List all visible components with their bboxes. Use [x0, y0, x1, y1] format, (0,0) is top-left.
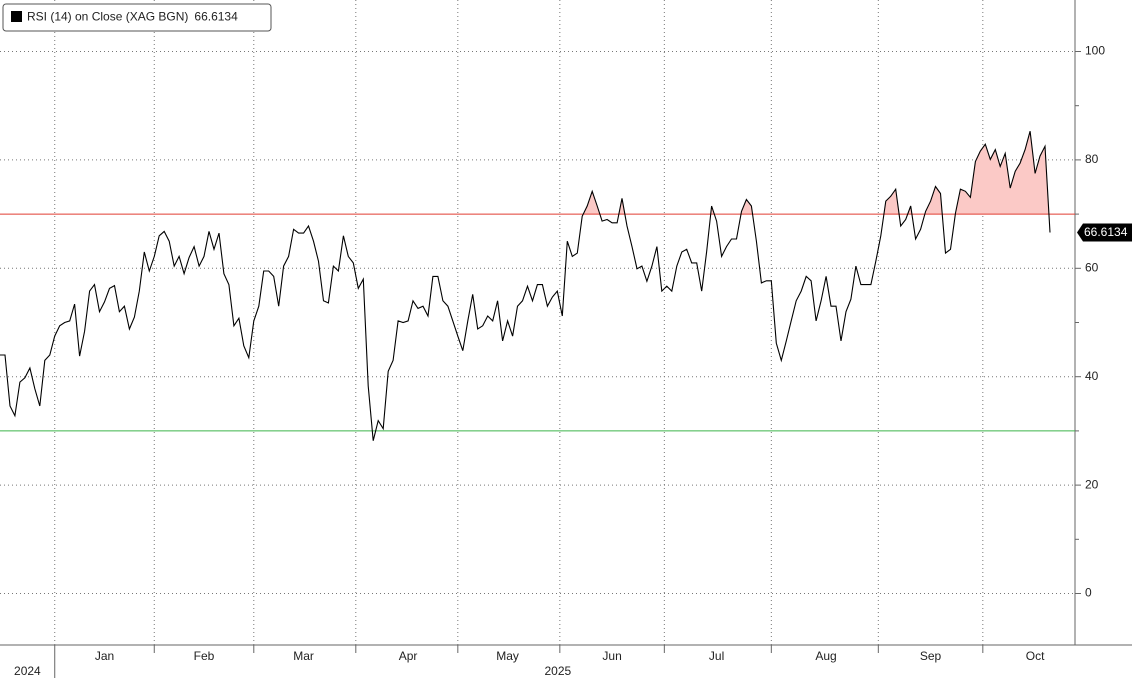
x-tick-label: Jan: [95, 649, 114, 663]
year-label: 2024: [14, 664, 41, 678]
x-tick-label: Feb: [194, 649, 215, 663]
y-tick-label: 80: [1085, 152, 1099, 166]
y-tick-label: 100: [1085, 44, 1105, 58]
x-tick-label: Jun: [602, 649, 621, 663]
legend-box: [2, 3, 272, 32]
x-tick-label: May: [496, 649, 519, 663]
y-tick-label: 40: [1085, 369, 1099, 383]
last-value-label: 66.6134: [1084, 225, 1128, 239]
year-label: 2025: [544, 664, 571, 678]
legend-label: RSI (14) on Close (XAG BGN): [27, 10, 188, 24]
y-tick-label: 20: [1085, 477, 1099, 491]
x-tick-label: Aug: [815, 649, 836, 663]
rsi-line: [0, 131, 1051, 441]
x-tick-label: Jul: [709, 649, 724, 663]
y-tick-label: 60: [1085, 260, 1099, 274]
overbought-fill: [0, 131, 1050, 215]
y-tick-label: 0: [1085, 586, 1092, 600]
x-tick-label: Mar: [293, 649, 314, 663]
last-value-tag: [1077, 223, 1132, 242]
legend-swatch: [11, 11, 22, 22]
legend: RSI (14) on Close (XAG BGN) 66.6134: [2, 3, 272, 32]
x-tick-label: Sep: [920, 649, 942, 663]
x-tick-label: Apr: [399, 649, 418, 663]
legend-value: 66.6134: [194, 10, 238, 24]
x-tick-label: Oct: [1026, 649, 1045, 663]
plot: [0, 131, 1075, 441]
